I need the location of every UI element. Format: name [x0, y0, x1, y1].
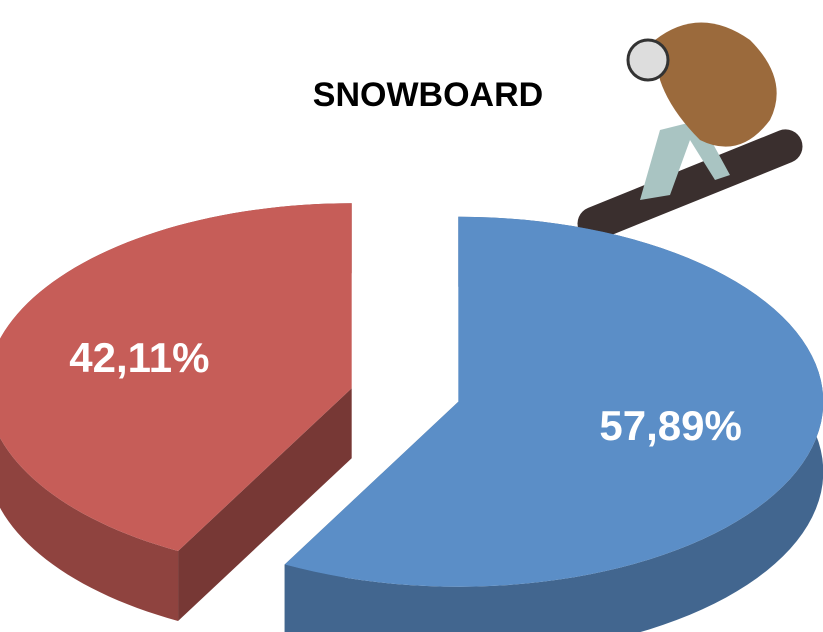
- helmet: [628, 40, 668, 80]
- chart: SNOWBOARD 57,89% 42,11%: [0, 0, 823, 632]
- slice: 57,89%: [285, 217, 823, 632]
- page: SNOWBOARD 57,89%42,11% (() => { const da…: [0, 0, 823, 632]
- snowboard: [572, 124, 807, 245]
- data-label: 42,11%: [69, 334, 209, 381]
- data-label: 57,89%: [599, 402, 741, 449]
- pie: 57,89% 42,11%: [0, 203, 823, 632]
- chart-title: SNOWBOARD: [313, 76, 543, 114]
- snowboarder-illustration: [572, 23, 807, 246]
